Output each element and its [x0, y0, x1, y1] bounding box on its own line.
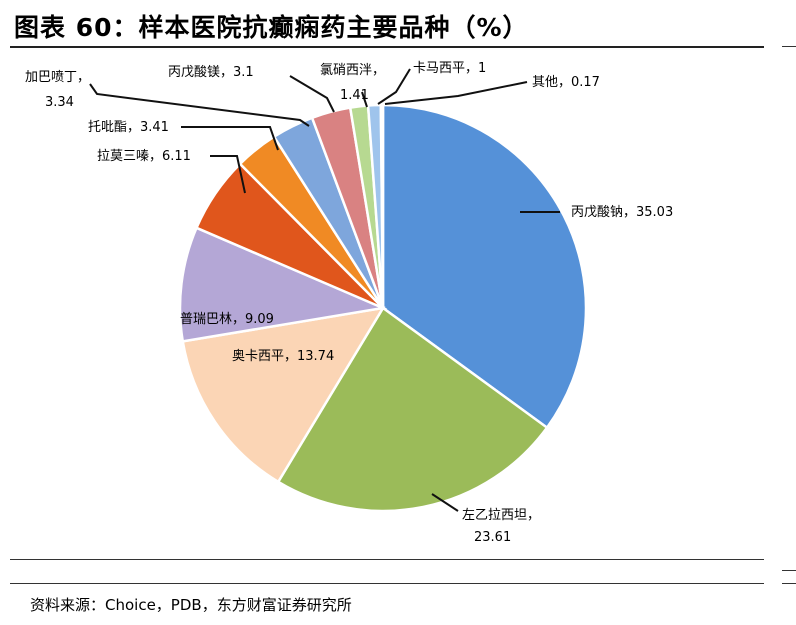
- chart-bottom-rule: [10, 559, 764, 560]
- title-underline: [10, 46, 764, 48]
- data-label-8: 丙戊酸镁，3.1: [168, 65, 254, 80]
- data-label-2-line1: 左乙拉西坦，: [462, 508, 540, 523]
- pie-slice-1: [381, 103, 588, 430]
- pie-slice-11: [379, 103, 385, 309]
- data-label-3: 奥卡西平，13.74: [232, 349, 334, 364]
- chart-title: 图表 60：样本医院抗癫痫药主要品种（%）: [14, 13, 529, 42]
- leader-line-7: [89, 83, 310, 127]
- leader-line-2: [431, 493, 459, 512]
- leader-line-5: [210, 155, 246, 194]
- data-label-4: 普瑞巴林，9.09: [180, 312, 274, 327]
- pie-slice-4: [178, 226, 388, 343]
- right-edge-rule-bottom2: [782, 583, 796, 584]
- source-top-rule: [10, 583, 764, 584]
- right-edge-rule-top: [782, 46, 796, 47]
- leader-line-8: [289, 75, 335, 113]
- pie-slice-2: [276, 306, 549, 513]
- leader-line-10: [377, 68, 411, 105]
- data-label-2-line2: 23.61: [474, 530, 511, 545]
- right-edge-rule-bottom: [782, 570, 796, 571]
- data-label-9-line2: 1.41: [340, 88, 369, 103]
- data-label-10: 卡马西平，1: [413, 61, 486, 76]
- data-label-6: 托吡酯，3.41: [88, 120, 169, 135]
- leader-line-11: [384, 81, 528, 105]
- leader-line-6: [181, 126, 279, 151]
- pie-slice-3: [181, 306, 386, 484]
- data-label-11: 其他，0.17: [532, 75, 600, 90]
- leader-line-9: [361, 91, 368, 108]
- data-label-9-line1: 氯硝西泮，: [320, 63, 385, 78]
- data-label-7-line2: 3.34: [45, 95, 74, 110]
- data-label-5: 拉莫三嗪，6.11: [97, 149, 191, 164]
- data-label-7-line1: 加巴喷丁，: [25, 70, 90, 85]
- data-label-1: 丙戊酸钠，35.03: [571, 205, 673, 220]
- source-note: 资料来源：Choice，PDB，东方财富证券研究所: [30, 596, 352, 614]
